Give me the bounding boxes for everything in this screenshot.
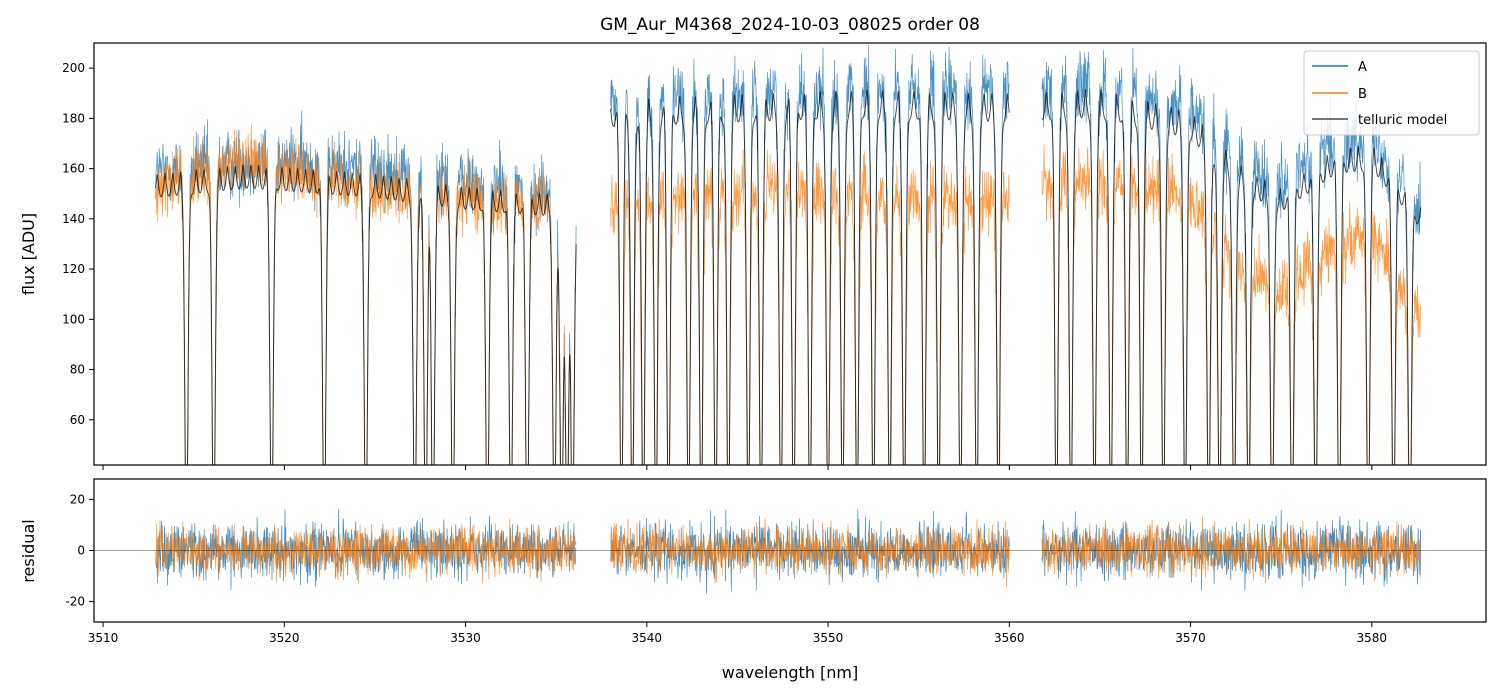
legend-entry-a: A [1312,60,1367,75]
series-segment [610,88,1010,465]
flux-plot-area [155,45,1422,465]
residual-x-tick-label: 3560 [994,631,1025,645]
legend-box [1303,50,1480,136]
flux-y-tick-label: 60 [70,413,85,427]
flux-y-tick-label: 140 [62,212,85,226]
residual-segment [610,509,1010,594]
residual-segment [1041,516,1422,584]
residual-x-tick-label: 3550 [813,631,844,645]
legend-label-telluric-model: telluric model [1358,113,1447,128]
flux-x-ticks [102,465,1373,470]
residual-segment [610,518,1010,588]
residual-y-tick-label: 20 [70,492,85,506]
residual-x-tick-label: 3580 [1357,631,1388,645]
flux-y-tick-label: 200 [62,61,85,75]
residual-x-ticks: 3510 3520 3530 3540 3550 3560 3570 3580 [88,622,1387,645]
flux-y-ticks: 60 80 100 120 140 160 180 200 [62,61,94,427]
series-segment [1041,89,1422,465]
flux-y-tick-label: 100 [62,312,85,326]
residual-x-tick-label: 3540 [632,631,663,645]
flux-y-tick-label: 160 [62,162,85,176]
series-segment [610,149,1010,465]
flux-y-tick-label: 180 [62,111,85,125]
residual-x-tick-label: 3530 [450,631,481,645]
series-segment [610,45,1010,465]
legend-label-b: B [1358,87,1367,102]
flux-y-axis-label: flux [ADU] [19,213,38,295]
flux-axes-frame [93,42,1487,466]
residual-y-tick-label: 0 [77,544,85,558]
residual-y-ticks: -20 0 20 [65,492,94,609]
legend-entry-telluric-model: telluric model [1312,113,1447,128]
residual-segment [155,508,577,591]
legend-entry-b: B [1312,87,1367,102]
series-telluric-model [155,88,1422,465]
legend: A B telluric model [1303,50,1480,136]
residual-x-tick-label: 3520 [269,631,300,645]
legend-label-a: A [1358,60,1367,75]
flux-y-tick-label: 80 [70,363,85,377]
residual-x-tick-label: 3570 [1175,631,1206,645]
residual-y-tick-label: -20 [65,595,85,609]
x-axis-label: wavelength [nm] [722,663,859,682]
series-segment [1041,144,1422,465]
residual-y-axis-label: residual [19,519,38,582]
residual-x-tick-label: 3510 [88,631,119,645]
series-segment [155,164,577,465]
chart-title: GM_Aur_M4368_2024-10-03_08025 order 08 [600,15,980,35]
residual-plot-area [94,508,1486,594]
flux-panel: GM_Aur_M4368_2024-10-03_08025 order 08 6… [19,15,1487,470]
flux-y-tick-label: 120 [62,262,85,276]
